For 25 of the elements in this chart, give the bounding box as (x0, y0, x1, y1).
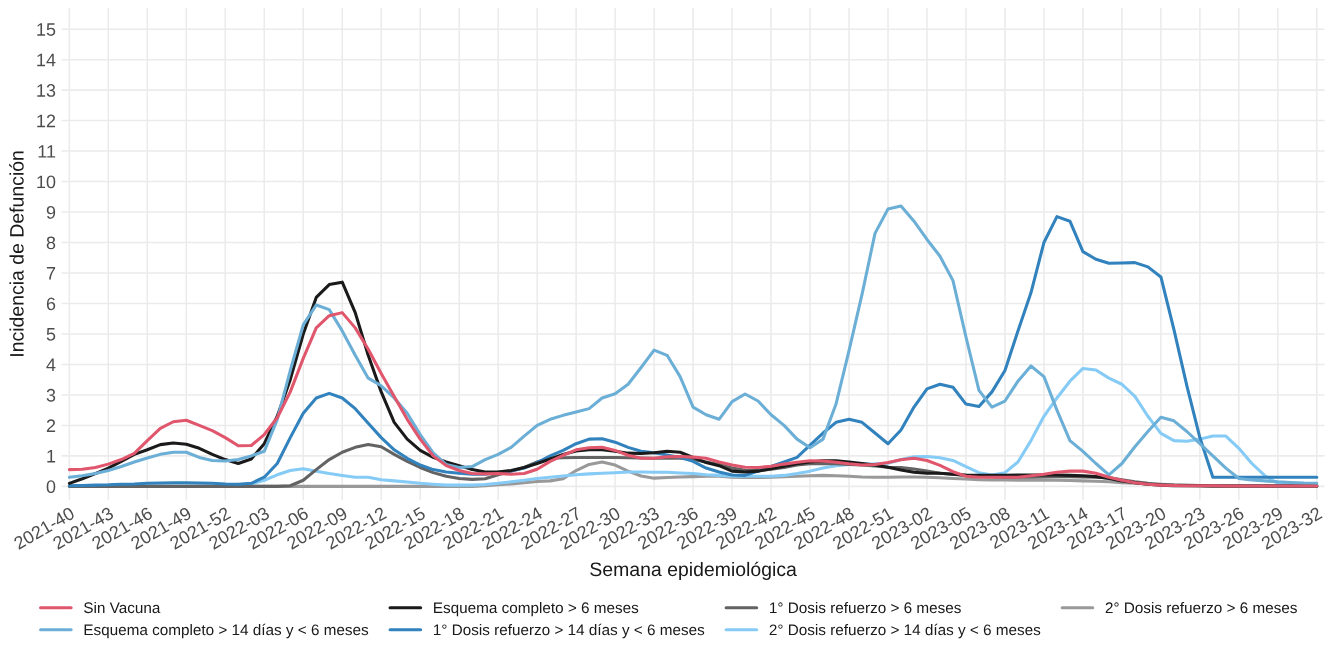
y-tick-label: 6 (46, 297, 56, 311)
legend-label: Sin Vacuna (84, 601, 161, 614)
y-tick-label: 9 (46, 205, 56, 219)
legend-label: 2° Dosis refuerzo > 14 días y < 6 meses (769, 623, 1041, 639)
legend-label: 1° Dosis refuerzo > 14 días y < 6 meses (434, 623, 705, 639)
y-tick-label: 15 (37, 23, 56, 36)
legend-label: Esquema completo > 14 días y < 6 meses (84, 623, 369, 639)
y-tick-label: 0 (46, 480, 56, 494)
y-tick-label: 4 (46, 358, 56, 371)
y-tick-label: 3 (46, 388, 56, 402)
y-tick-label: 12 (37, 114, 56, 128)
x-axis-title: Semana epidemiológica (590, 561, 797, 581)
y-tick-label: 8 (46, 236, 56, 250)
legend-label: 1° Dosis refuerzo > 6 meses (770, 601, 961, 614)
y-tick-label: 5 (46, 328, 56, 341)
y-tick-label: 11 (38, 145, 56, 158)
y-tick-label: 14 (37, 53, 56, 67)
y-tick-label: 10 (37, 175, 56, 189)
y-tick-label: 13 (37, 84, 56, 97)
y-tick-label: 1 (47, 450, 56, 463)
y-tick-label: 2 (46, 419, 56, 432)
legend-label: 2° Dosis refuerzo > 6 meses (1105, 601, 1297, 614)
y-tick-label: 7 (46, 267, 56, 280)
legend-label: Esquema completo > 6 meses (434, 601, 639, 617)
y-axis-title: Incidencia de Defunción (9, 151, 24, 356)
